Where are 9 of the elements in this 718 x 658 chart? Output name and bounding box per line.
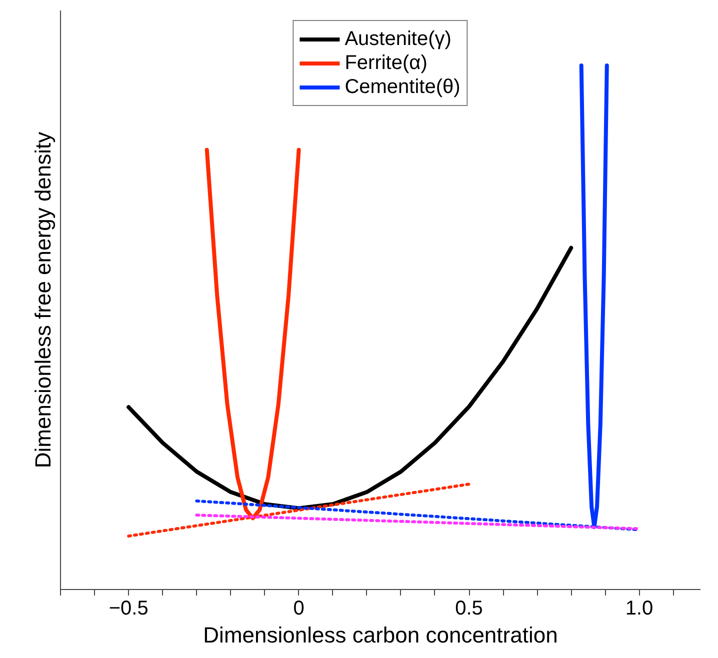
x-tick-label: 0.5	[455, 598, 483, 620]
x-tick-label: −0.5	[108, 598, 148, 620]
legend-label: Cementite(θ)	[344, 75, 460, 99]
x-axis-title: Dimensionless carbon concentration	[203, 622, 558, 648]
legend-label: Austenite(γ)	[344, 27, 452, 51]
legend-label: Ferrite(α)	[344, 51, 428, 75]
y-axis-title: Dimensionless free energy density	[30, 132, 56, 468]
x-tick-label: 0	[293, 598, 304, 620]
x-tick-label: 1.0	[625, 598, 654, 620]
